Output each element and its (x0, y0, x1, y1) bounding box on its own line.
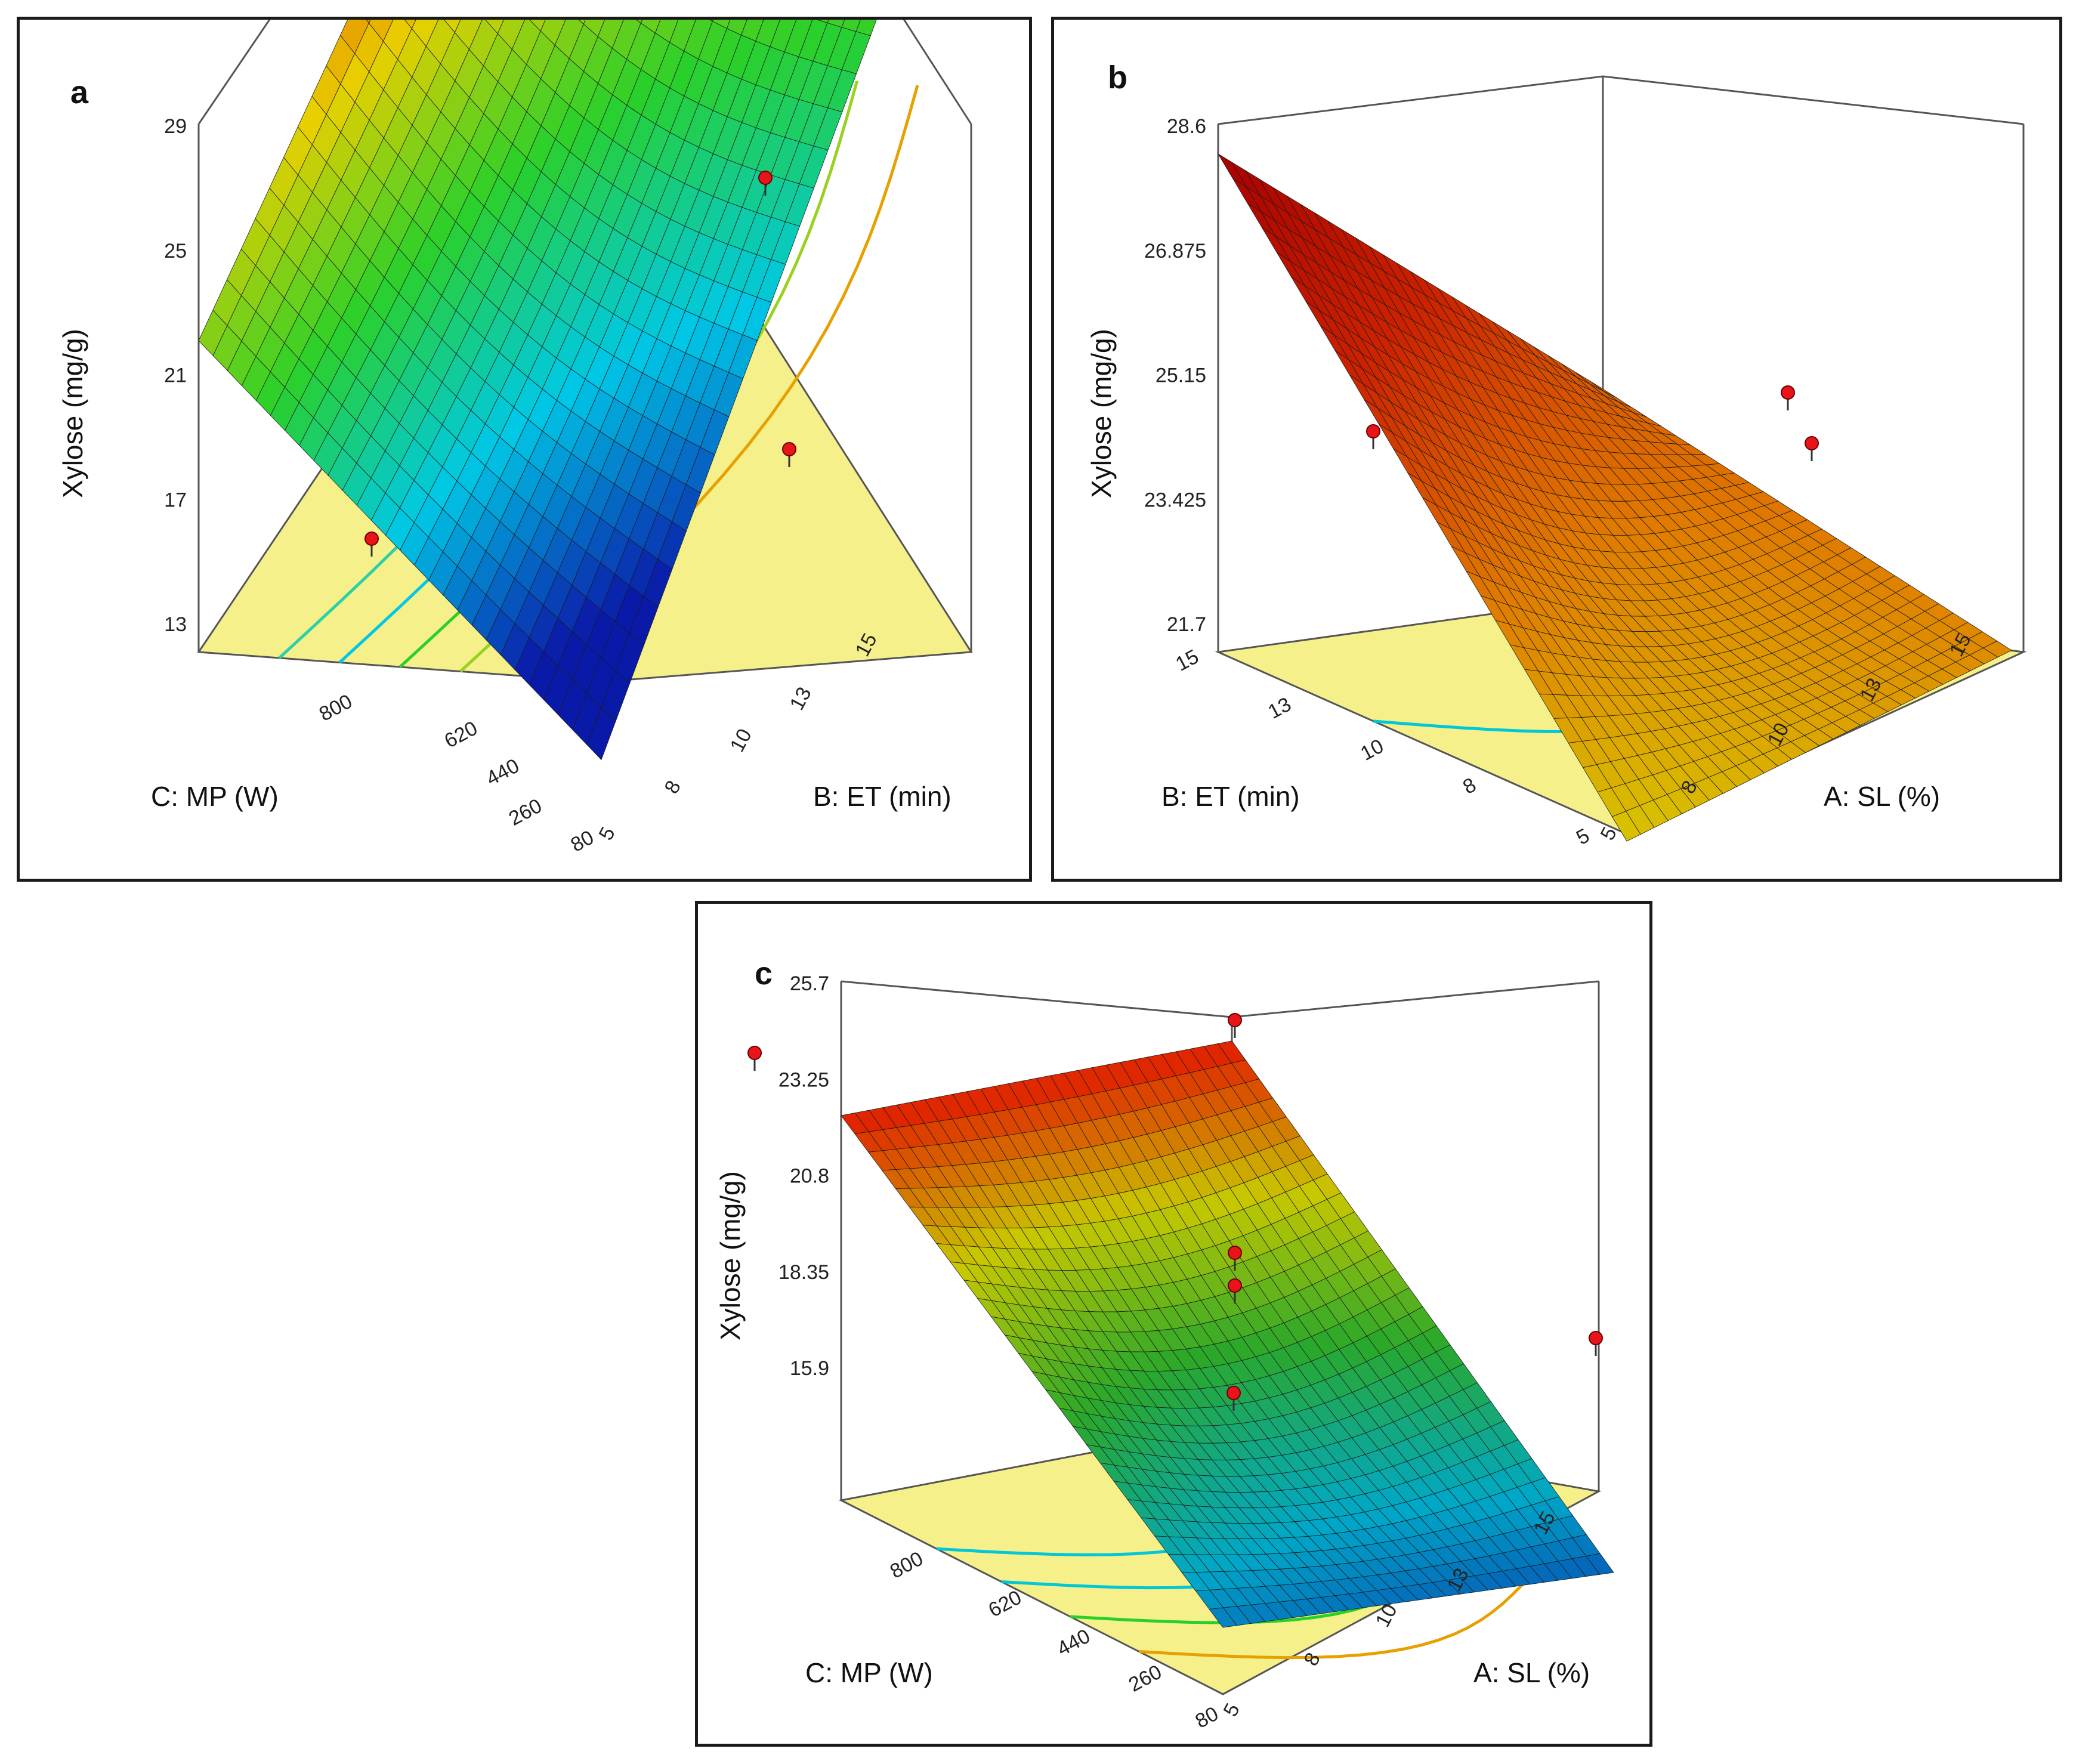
chart-c-design-point (1227, 1386, 1241, 1400)
chart-a-y-tick: 800 (316, 690, 356, 726)
chart-c-z-tick: 15.9 (790, 1357, 829, 1380)
chart-a-panel-letter: a (70, 75, 89, 110)
chart-a-x-tick: 5 (595, 823, 620, 844)
chart-c-panel-letter: c (755, 956, 773, 991)
chart-b-surface (1218, 153, 2012, 842)
chart-b-y-tick: 8 (1459, 774, 1480, 799)
chart-c-y-tick: 440 (1054, 1625, 1094, 1661)
chart-a-y-tick: 260 (505, 795, 546, 830)
chart-b-z-tick: 23.425 (1144, 489, 1206, 511)
chart-b-y-tick: 10 (1357, 735, 1388, 765)
chart-b-z-tick: 26.875 (1144, 240, 1206, 262)
chart-c-y-tick: 80 (1192, 1703, 1222, 1733)
panel-c: 15.9 18.35 20.8 23.25 25.7 5 8 10 13 15 80 260 440 62… (695, 901, 1652, 1747)
chart-c-y-title: C: MP (W) (805, 1657, 933, 1688)
chart-b-surface-cell (1611, 811, 1641, 842)
chart-c-y-tick: 800 (886, 1547, 927, 1583)
chart-b-y-tick: 5 (1572, 824, 1593, 849)
chart-a-y-tick: 80 (567, 826, 598, 857)
chart-a-z-tick: 29 (164, 115, 187, 138)
chart-c-z-tick: 23.25 (778, 1068, 829, 1091)
chart-a-surface-cell (366, 20, 371, 24)
chart-a-design-point (364, 532, 379, 546)
chart-c-design-point (1228, 1278, 1242, 1293)
chart-a-z-title: Xylose (mg/g) (57, 329, 88, 498)
chart-c-contour (1139, 1575, 1531, 1660)
chart-a-x-tick: 13 (786, 684, 816, 714)
chart-a-z-tick: 17 (164, 489, 187, 511)
chart-c-x-tick: 5 (1219, 1700, 1244, 1720)
chart-a-surface-cell (586, 707, 616, 761)
chart-c-design-point (1589, 1331, 1603, 1345)
chart-c-y-tick: 260 (1125, 1661, 1166, 1697)
panel-a: 13 17 21 25 29 5 8 10 13 15 80 260 440 620 800 Xylose (… (17, 17, 1032, 882)
chart-b-y-title: B: ET (min) (1161, 781, 1300, 812)
chart-b-y-tick: 15 (1172, 645, 1203, 676)
chart-a-y-title: C: MP (W) (151, 781, 279, 812)
chart-c-design-point (1228, 1013, 1242, 1027)
chart-a-x-tick: 10 (726, 725, 756, 756)
chart-c-design-point (747, 1046, 762, 1060)
chart-c-z-title: Xylose (mg/g) (715, 1171, 746, 1340)
chart-c-surface-cell (1209, 1607, 1238, 1628)
chart-a-design-point (758, 171, 773, 185)
chart-c-x-title: A: SL (%) (1473, 1657, 1590, 1688)
chart-c-svg: 15.918.3520.823.2525.7581013158026044062… (715, 956, 1614, 1733)
chart-b-z-tick: 25.15 (1156, 364, 1206, 387)
chart-a-x-tick: 8 (660, 777, 685, 798)
chart-c-z-tick: 25.7 (790, 972, 829, 995)
chart-c-surface (841, 1040, 1614, 1628)
chart-b-y-tick: 13 (1265, 693, 1295, 724)
chart-b-z-tick: 21.7 (1167, 613, 1206, 636)
chart-c-z-tick: 20.8 (790, 1165, 829, 1188)
chart-a-surface (198, 20, 877, 761)
chart-b-z-tick: 28.6 (1167, 115, 1206, 138)
chart-a-z-tick: 13 (164, 613, 187, 636)
chart-c-z-tick: 18.35 (778, 1261, 829, 1284)
chart-c-design-point (1228, 1246, 1242, 1260)
chart-b-panel-letter: b (1108, 60, 1127, 95)
chart-b-design-point (1366, 424, 1380, 438)
chart-a-box (197, 20, 972, 652)
chart-b-design-point (1781, 385, 1795, 400)
chart-a-y-tick: 440 (483, 755, 523, 790)
chart-b-design-point (1805, 436, 1819, 450)
chart-a-z-tick: 21 (164, 364, 187, 387)
panel-b: 21.7 23.425 25.15 26.875 28.6 5 8 10 13 15 5 8 10 13 1… (1051, 17, 2062, 882)
chart-a-z-tick: 25 (164, 240, 187, 262)
chart-a-design-point (782, 442, 796, 456)
chart-b-z-title: Xylose (mg/g) (1086, 329, 1117, 498)
chart-a-y-tick: 620 (441, 717, 481, 753)
chart-a-x-title: B: ET (min) (813, 781, 951, 812)
chart-c-x-tick: 8 (1300, 1649, 1325, 1670)
chart-b-svg: 21.723.42525.1526.87528.6581013155810131… (1086, 60, 2027, 849)
chart-b-x-title: A: SL (%) (1824, 781, 1940, 812)
